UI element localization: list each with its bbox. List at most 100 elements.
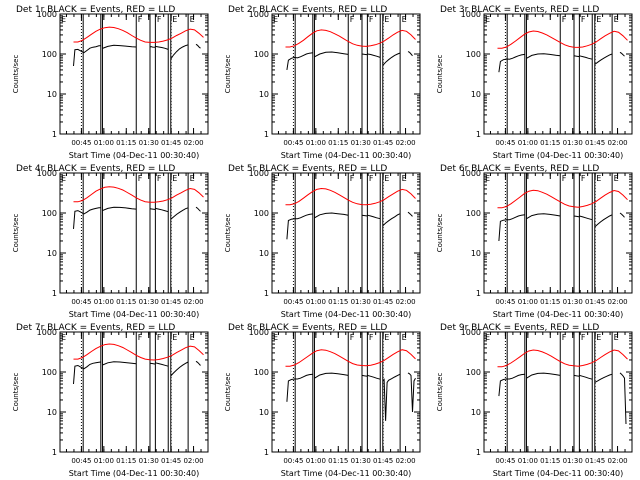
x-tick-label: 00:45 [71, 457, 91, 465]
y-tick-label: 1000 [37, 328, 57, 337]
series-events-line [407, 211, 413, 217]
plot-frame [271, 13, 421, 135]
series-events-line [286, 373, 313, 402]
x-tick-label: 01:00 [518, 457, 538, 465]
flag-label: E [172, 15, 177, 24]
series-lld-line [497, 189, 628, 209]
series-events-line [498, 53, 525, 73]
series-events-line [573, 215, 580, 218]
series-events-line [619, 51, 625, 57]
series-events-line [579, 55, 593, 60]
series-events-line [149, 362, 156, 365]
x-tick-label: 01:00 [94, 298, 114, 306]
x-tick-label: 02:00 [395, 457, 415, 465]
y-tick-label: 1 [52, 448, 57, 457]
series-events-line [149, 46, 156, 48]
series-events-line [286, 52, 313, 70]
x-tick-label: 02:00 [183, 139, 203, 147]
x-tick-label: 01:45 [373, 139, 393, 147]
y-tick-label: 100 [466, 50, 481, 59]
y-tick-label: 100 [42, 368, 57, 377]
flag-label: E [485, 174, 490, 183]
x-tick-label: 01:15 [328, 298, 348, 306]
y-axis-label: Counts/sec [436, 214, 444, 253]
y-axis-label: Counts/sec [224, 373, 232, 412]
x-tick-label: 01:15 [116, 457, 136, 465]
flag-label: F [369, 15, 374, 24]
y-axis-label: Counts/sec [436, 55, 444, 94]
series-events-line [382, 213, 401, 227]
y-tick-label: 1000 [37, 169, 57, 178]
flag-label: F [369, 333, 374, 342]
y-axis-label: Counts/sec [12, 55, 20, 94]
x-tick-label: 02:00 [183, 298, 203, 306]
y-tick-label: 10 [47, 408, 57, 417]
y-tick-label: 1000 [461, 169, 481, 178]
y-tick-label: 1 [476, 130, 481, 139]
x-tick-label: 01:30 [139, 298, 159, 306]
series-lld-line [285, 187, 416, 206]
flag-label: F [581, 174, 586, 183]
x-tick-label: 01:30 [563, 298, 583, 306]
series-events-line [314, 372, 349, 379]
flag-label: E [61, 15, 66, 24]
series-events-line [579, 374, 593, 380]
flag-label: E [614, 15, 619, 24]
flag-label: E [402, 15, 407, 24]
y-tick-label: 100 [466, 209, 481, 218]
series-lld-line [285, 349, 416, 367]
panel-det-1r: Det 1r BLACK = Events, RED = LLD Counts/s… [12, 5, 209, 160]
flag-label: E [485, 333, 490, 342]
series-events-line [195, 360, 201, 366]
series-events-line [526, 213, 561, 220]
flag-label: F [157, 174, 162, 183]
series-events-line [594, 53, 613, 65]
flag-label: E [402, 333, 407, 342]
x-tick-label: 01:00 [306, 457, 326, 465]
x-axis-label: Start Time (04-Dec-11 00:30:40) [69, 469, 200, 478]
series-events-line [573, 374, 580, 377]
y-tick-label: 10 [471, 90, 481, 99]
flag-label: F [157, 333, 162, 342]
series-events-line [170, 207, 189, 220]
x-tick-label: 01:45 [373, 298, 393, 306]
x-axis-label: Start Time (04-Dec-11 00:30:40) [281, 469, 412, 478]
x-tick-label: 01:00 [518, 298, 538, 306]
plot-frame [483, 331, 633, 453]
series-events-line [361, 374, 368, 377]
x-tick-label: 01:15 [540, 298, 560, 306]
series-events-line [73, 45, 101, 67]
flag-label: F [562, 174, 567, 183]
series-events-line [155, 207, 169, 213]
plot-frame [271, 331, 421, 453]
series-events-line [155, 362, 169, 367]
x-axis-label: Start Time (04-Dec-11 00:30:40) [281, 151, 412, 160]
x-tick-label: 02:00 [395, 298, 415, 306]
y-tick-label: 10 [471, 408, 481, 417]
x-tick-label: 01:15 [328, 457, 348, 465]
y-tick-label: 1 [52, 289, 57, 298]
flag-label: F [369, 174, 374, 183]
flag-label: F [562, 15, 567, 24]
flag-label: F [138, 174, 143, 183]
x-tick-label: 01:15 [116, 139, 136, 147]
x-tick-label: 00:45 [71, 139, 91, 147]
panel-det-6r: Det 6r BLACK = Events, RED = LLD Counts/s… [436, 164, 633, 319]
flag-label: F [138, 15, 143, 24]
y-tick-label: 10 [471, 249, 481, 258]
flag-label: E [273, 174, 278, 183]
series-events-line [361, 214, 368, 217]
series-lld-line [497, 30, 628, 49]
y-tick-label: 1000 [249, 328, 269, 337]
series-events-line [170, 361, 189, 377]
x-tick-label: 02:00 [183, 457, 203, 465]
x-axis-label: Start Time (04-Dec-11 00:30:40) [69, 151, 200, 160]
series-events-line [195, 206, 201, 212]
series-events-line [73, 361, 101, 385]
x-tick-label: 01:30 [139, 139, 159, 147]
series-lld-line [73, 26, 204, 43]
x-tick-label: 02:00 [395, 139, 415, 147]
series-events-line [367, 53, 381, 58]
y-tick-label: 1000 [37, 10, 57, 19]
y-tick-label: 1 [264, 448, 269, 457]
